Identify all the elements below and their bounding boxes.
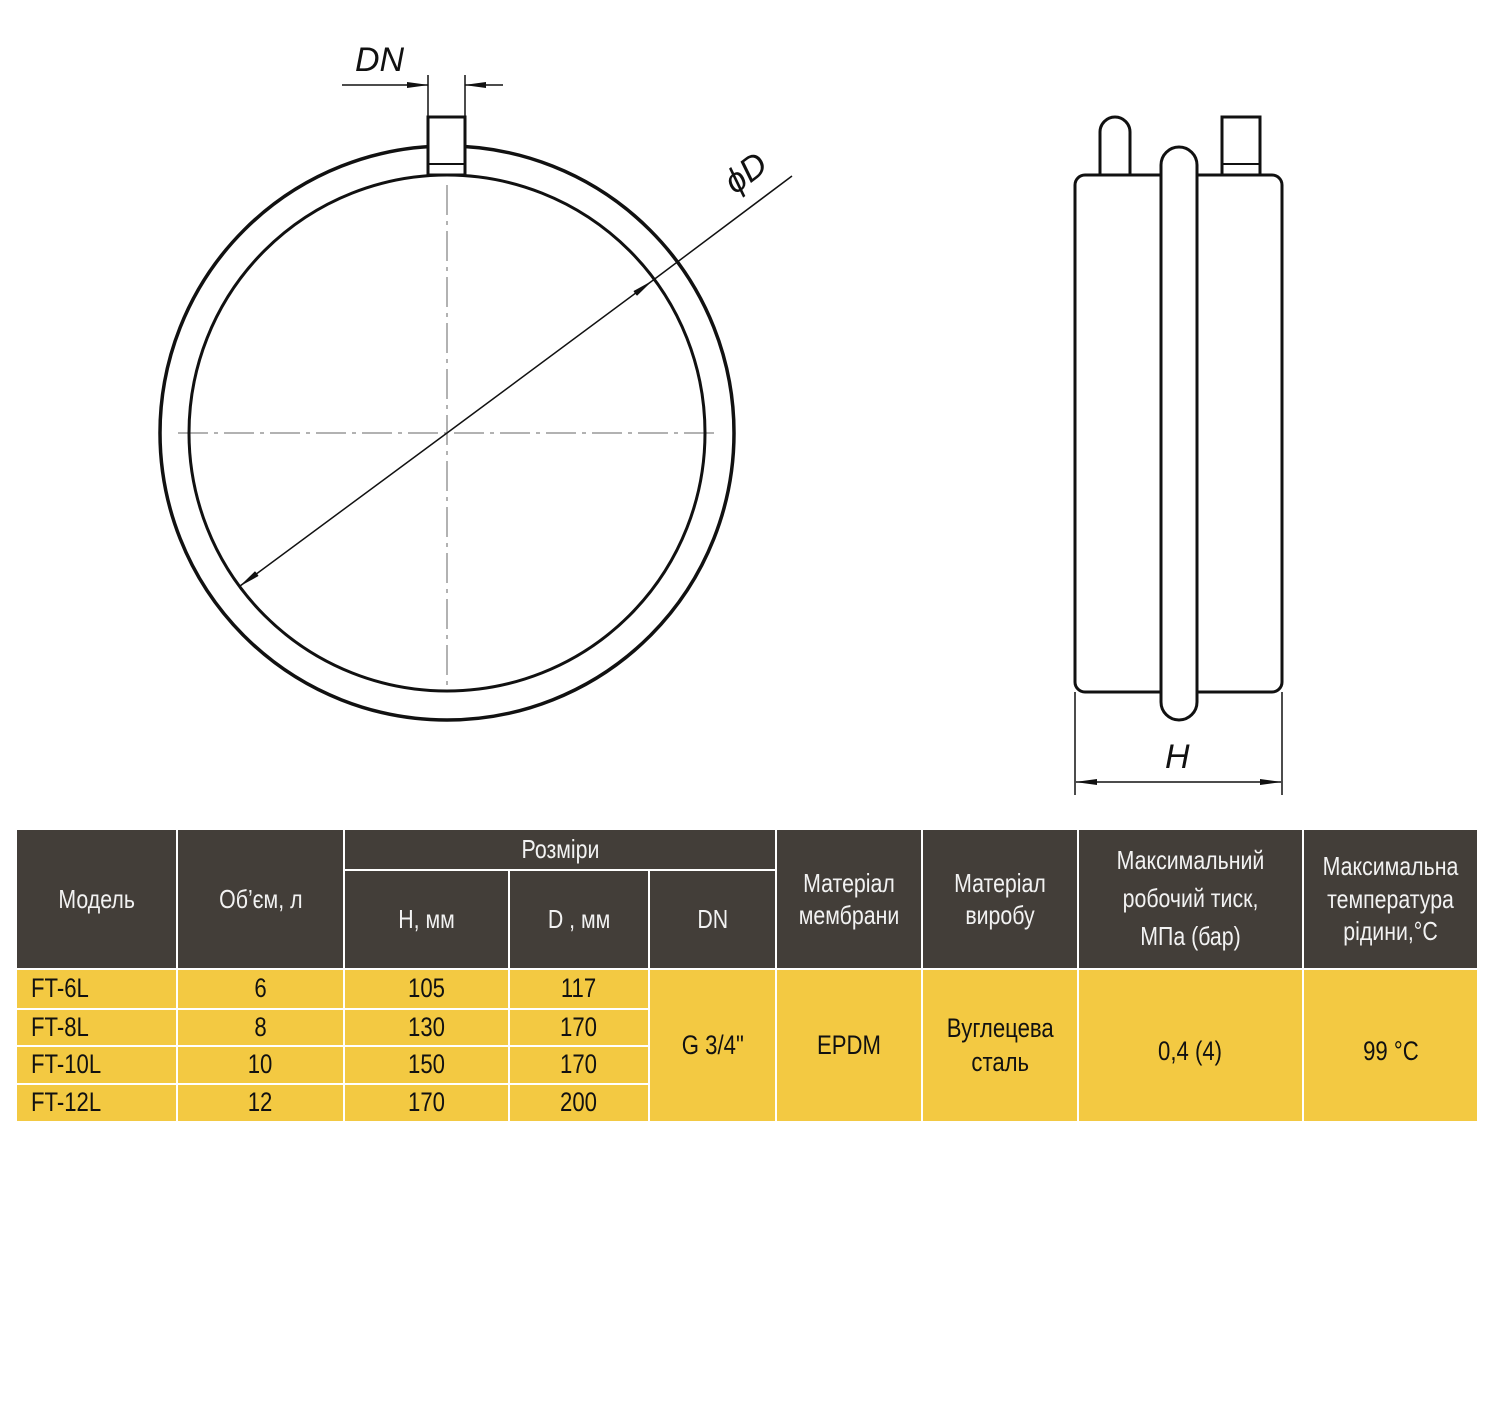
band [1159, 145, 1199, 722]
cell-d: 200 [510, 1085, 650, 1121]
technical-drawing: DN ϕD H [158, 41, 1284, 795]
cell-model: FT-6L [17, 970, 178, 1010]
cell-volume: 12 [178, 1085, 345, 1121]
header-d: D , мм [510, 871, 650, 970]
cell-model: FT-12L [17, 1085, 178, 1121]
header-h: H, мм [345, 871, 510, 970]
cell-dn: G 3/4" [650, 970, 777, 1121]
header-pressure: Максимальний робочий тиск, МПа (бар) [1079, 830, 1304, 970]
header-dn: DN [650, 871, 777, 970]
side-view [1073, 115, 1284, 795]
header-membrane: Матеріал мембрани [777, 830, 923, 970]
header-material: Матеріал виробу [923, 830, 1079, 970]
cell-h: 170 [345, 1085, 510, 1121]
header-temperature: Максимальна температура рідини,°C [1304, 830, 1477, 970]
cell-temperature: 99 °C [1304, 970, 1477, 1121]
nozzle [426, 115, 467, 177]
cell-d: 170 [510, 1010, 650, 1047]
front-view [158, 75, 793, 722]
cell-volume: 10 [178, 1047, 345, 1085]
diameter-label: ϕD [717, 145, 775, 202]
left-nozzle [1098, 115, 1132, 175]
height-label: H [1165, 738, 1190, 776]
cell-pressure: 0,4 (4) [1079, 970, 1304, 1121]
cell-volume: 6 [178, 970, 345, 1010]
cell-d: 117 [510, 970, 650, 1010]
cell-volume: 8 [178, 1010, 345, 1047]
cell-h: 105 [345, 970, 510, 1010]
cell-material: Вуглецева сталь [923, 970, 1079, 1121]
dn-label: DN [355, 41, 405, 79]
header-dimensions: Розміри [345, 830, 777, 871]
cell-h: 130 [345, 1010, 510, 1047]
cell-membrane: EPDM [777, 970, 923, 1121]
right-nozzle [1220, 115, 1262, 177]
cell-model: FT-10L [17, 1047, 178, 1085]
cell-h: 150 [345, 1047, 510, 1085]
header-volume: Об’єм, л [178, 830, 345, 970]
cell-model: FT-8L [17, 1010, 178, 1047]
cell-d: 170 [510, 1047, 650, 1085]
diameter-dimension-line [446, 280, 653, 434]
header-model: Модель [17, 830, 178, 970]
